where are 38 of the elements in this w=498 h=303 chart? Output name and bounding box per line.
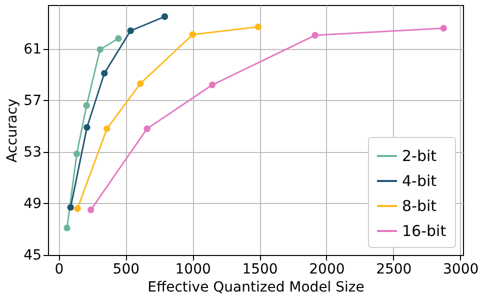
legend-label: 4-bit bbox=[402, 172, 437, 190]
point bbox=[137, 80, 144, 87]
point bbox=[96, 46, 104, 53]
point bbox=[67, 204, 74, 211]
x-axis-title: Effective Quantized Model Size bbox=[148, 280, 364, 296]
x-tick-label: 500 bbox=[112, 262, 140, 278]
point bbox=[127, 27, 134, 34]
y-tick-label: 57 bbox=[24, 92, 42, 109]
point bbox=[440, 24, 447, 32]
y-tick-label: 45 bbox=[24, 248, 42, 264]
point bbox=[208, 82, 216, 88]
point bbox=[84, 124, 90, 131]
x-tick-label: 1000 bbox=[175, 262, 211, 278]
point bbox=[73, 150, 80, 158]
point bbox=[64, 224, 70, 232]
y-axis-title: Accuracy bbox=[4, 98, 21, 162]
point bbox=[101, 70, 108, 77]
point bbox=[161, 13, 168, 20]
point bbox=[254, 24, 262, 30]
point bbox=[83, 102, 90, 109]
point bbox=[87, 206, 94, 214]
x-tick-label: 3000 bbox=[443, 262, 479, 278]
x-tick-label: 2000 bbox=[309, 262, 345, 278]
point bbox=[312, 32, 318, 39]
x-tick-label: 0 bbox=[54, 262, 64, 278]
y-tick-label: 61 bbox=[24, 41, 42, 58]
point bbox=[115, 35, 122, 42]
x-tick-label: 1500 bbox=[242, 262, 278, 278]
y-tick-label: 53 bbox=[24, 144, 42, 160]
y-tick-label: 49 bbox=[24, 196, 42, 212]
legend-label: 16-bit bbox=[402, 222, 446, 240]
legend-label: 8-bit bbox=[402, 197, 437, 215]
x-tick-label: 2500 bbox=[376, 262, 412, 278]
point bbox=[104, 125, 110, 132]
legend-label: 2-bit bbox=[402, 147, 437, 165]
point bbox=[74, 205, 81, 212]
point bbox=[144, 125, 150, 132]
point bbox=[189, 31, 196, 38]
